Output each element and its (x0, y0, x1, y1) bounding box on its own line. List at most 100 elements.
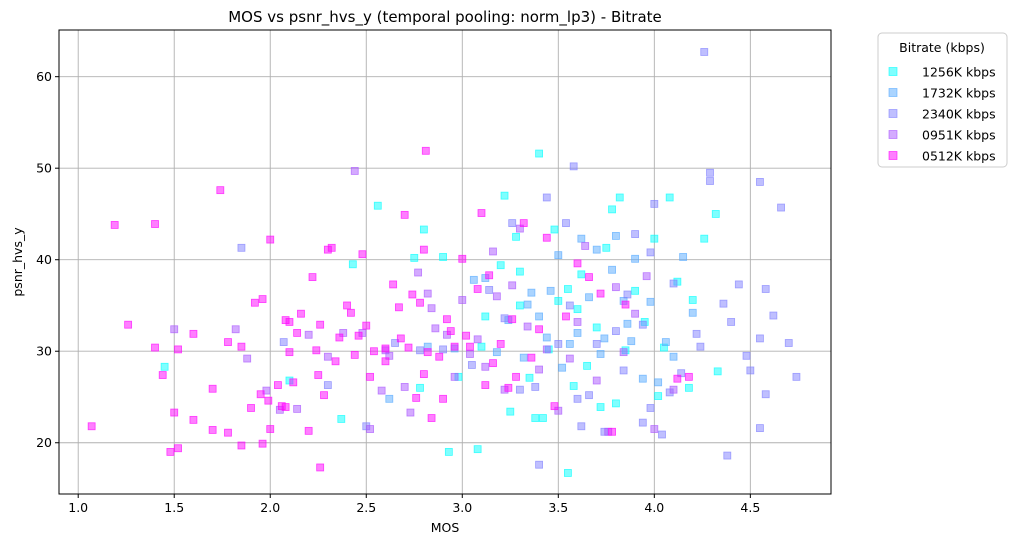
data-point (466, 342, 474, 351)
data-point (481, 362, 490, 371)
data-point (124, 320, 133, 329)
x-tick-label: 2.5 (356, 500, 376, 515)
data-point (320, 391, 328, 400)
data-point (467, 361, 476, 369)
data-point (406, 408, 415, 417)
data-point (450, 342, 459, 351)
data-point (264, 396, 273, 405)
data-point (416, 298, 424, 307)
data-point (531, 383, 540, 391)
data-point (237, 342, 246, 351)
data-point (458, 254, 467, 263)
data-point (525, 373, 534, 382)
legend-label: 0512K kbps (922, 149, 996, 164)
data-point (573, 394, 582, 403)
data-point (723, 451, 732, 460)
data-point (573, 318, 582, 326)
data-point (412, 394, 421, 402)
data-point (316, 463, 325, 472)
data-point (389, 280, 398, 289)
data-points (87, 48, 801, 477)
data-point (216, 186, 225, 195)
y-tick-label: 30 (36, 344, 52, 359)
data-point (247, 404, 255, 412)
data-point (189, 329, 198, 338)
data-point (416, 383, 424, 392)
data-point (612, 327, 620, 335)
data-point (500, 191, 509, 200)
data-point (621, 300, 630, 309)
x-tick-label: 4.0 (644, 500, 664, 515)
legend-label: 1256K kbps (922, 65, 996, 80)
data-point (395, 303, 403, 312)
legend-marker (888, 130, 898, 139)
data-point (784, 339, 793, 347)
data-point (554, 296, 563, 305)
data-point (174, 345, 182, 354)
series-1732k-kbps (385, 232, 697, 403)
data-point (734, 280, 743, 289)
data-point (496, 261, 505, 270)
legend-label: 1732K kbps (922, 86, 996, 101)
data-point (110, 221, 119, 229)
data-point (558, 363, 567, 372)
data-point (304, 426, 313, 435)
x-tick-label: 1.0 (68, 500, 88, 515)
data-point (492, 348, 501, 357)
data-point (684, 372, 693, 381)
legend-title: Bitrate (kbps) (899, 40, 985, 55)
data-point (151, 220, 159, 228)
data-point (700, 48, 709, 56)
data-point (554, 251, 563, 260)
data-point (421, 146, 430, 155)
data-point (523, 322, 532, 331)
data-point (466, 350, 474, 358)
data-point (362, 321, 371, 330)
data-point (385, 394, 394, 403)
data-point (515, 301, 524, 310)
data-point (550, 402, 559, 411)
data-point (612, 232, 620, 240)
data-point (348, 260, 357, 269)
data-point (293, 329, 302, 337)
data-point (569, 162, 578, 171)
data-point (696, 342, 705, 351)
data-point (335, 333, 344, 342)
data-point (377, 386, 386, 395)
data-point (542, 345, 551, 354)
data-point (535, 325, 543, 334)
data-point (512, 232, 520, 241)
data-point (654, 378, 663, 387)
data-point (650, 234, 659, 243)
data-point (646, 404, 655, 412)
data-point (527, 353, 536, 362)
y-axis-label: psnr_hvs_y (10, 227, 25, 297)
data-point (431, 324, 440, 333)
legend-marker (888, 67, 898, 76)
data-point (231, 325, 240, 334)
data-point (756, 334, 764, 343)
data-point (631, 254, 640, 263)
data-point (608, 205, 616, 214)
data-point (619, 348, 628, 357)
data-point (542, 193, 551, 202)
data-point (347, 308, 355, 317)
data-point (189, 415, 198, 424)
data-point (439, 345, 447, 354)
data-point (577, 270, 586, 279)
data-point (515, 385, 524, 394)
data-point (327, 243, 336, 252)
data-point (769, 311, 778, 320)
legend-marker (888, 109, 898, 118)
data-point (500, 314, 509, 323)
data-point (170, 408, 179, 417)
legend-label: 2340K kbps (922, 107, 996, 122)
data-point (746, 366, 755, 375)
data-point (160, 362, 169, 371)
data-point (727, 318, 736, 326)
data-point (446, 327, 455, 335)
y-tick-label: 60 (36, 69, 52, 84)
data-point (400, 210, 409, 219)
x-tick-label: 3.5 (548, 500, 568, 515)
data-point (565, 301, 574, 310)
